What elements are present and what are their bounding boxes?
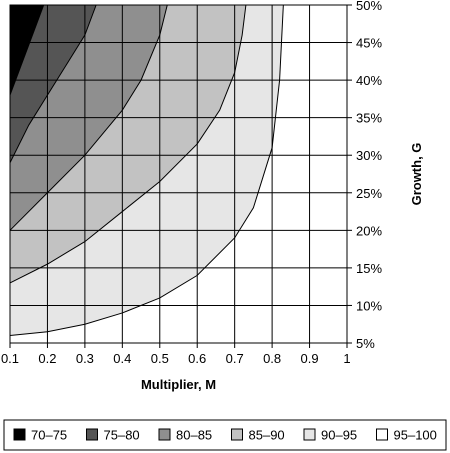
x-axis-title: Multiplier, M <box>141 377 216 392</box>
legend-label: 85–90 <box>249 428 285 443</box>
y-tick-label: 35% <box>356 111 382 126</box>
legend-label: 70–75 <box>31 428 67 443</box>
y-axis-ticks: 5% 10% 15% 20% 25% 30% 35% 40% 45% 50% <box>347 0 382 351</box>
y-axis-title: Growth, G <box>409 143 424 206</box>
contour-bands <box>10 5 347 343</box>
band-region-75-80 <box>10 5 97 163</box>
y-tick-label: 10% <box>356 298 382 313</box>
y-tick-label: 50% <box>356 0 382 13</box>
legend-swatch <box>376 428 388 441</box>
y-tick-label: 40% <box>356 73 382 88</box>
x-tick-label: 0.8 <box>263 351 281 366</box>
x-tick-label: 0.1 <box>1 351 19 366</box>
x-tick-label: 0.7 <box>226 351 244 366</box>
legend: 70–75 75–80 80–85 85–90 90–95 95–100 <box>13 428 437 443</box>
y-tick-label: 15% <box>356 261 382 276</box>
legend-label: 95–100 <box>394 428 437 443</box>
x-tick-label: 0.5 <box>151 351 169 366</box>
contour-line-90 <box>9 4 247 284</box>
legend-swatch <box>231 428 243 441</box>
x-tick-label: 0.9 <box>301 351 319 366</box>
y-tick-label: 25% <box>356 186 382 201</box>
y-tick-label: 5% <box>356 336 375 351</box>
legend-swatch <box>86 428 98 441</box>
x-tick-label: 0.2 <box>38 351 56 366</box>
legend-swatch <box>13 428 26 441</box>
legend-label: 80–85 <box>176 428 212 443</box>
legend-swatch <box>158 428 171 441</box>
y-tick-label: 45% <box>356 36 382 51</box>
x-axis-ticks: 0.1 0.2 0.3 0.4 0.5 0.6 0.7 0.8 0.9 1 <box>1 343 351 366</box>
legend-label: 75–80 <box>104 428 140 443</box>
y-tick-label: 20% <box>356 223 382 238</box>
legend-box <box>3 419 447 451</box>
y-tick-label: 30% <box>356 148 382 163</box>
x-tick-label: 1 <box>343 351 350 366</box>
x-tick-label: 0.6 <box>188 351 206 366</box>
x-tick-label: 0.4 <box>113 351 131 366</box>
legend-label: 90–95 <box>321 428 357 443</box>
x-tick-label: 0.3 <box>76 351 94 366</box>
legend-swatch <box>303 428 316 441</box>
plot-area-frame <box>9 4 348 344</box>
